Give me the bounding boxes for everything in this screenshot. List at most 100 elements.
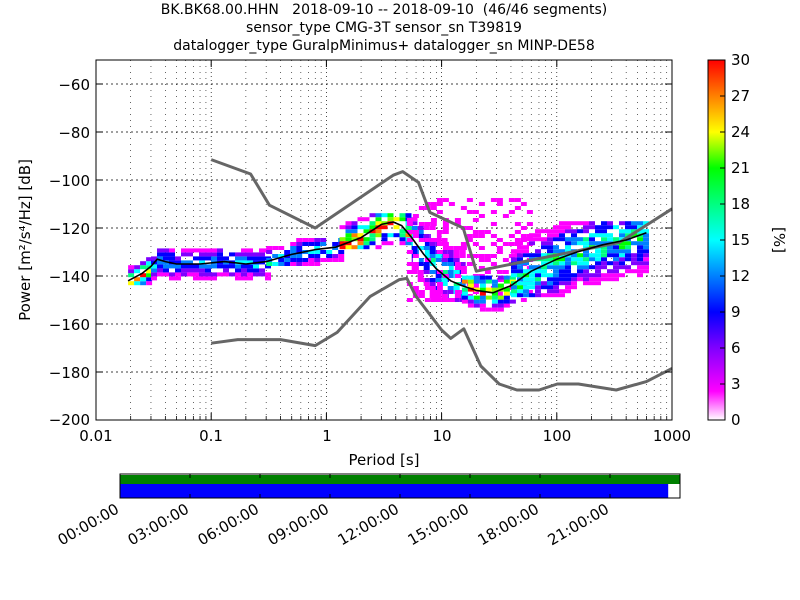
density-cell — [589, 277, 595, 282]
density-cell — [595, 269, 601, 274]
density-cell — [613, 225, 619, 230]
density-cell — [547, 285, 553, 290]
density-cell — [571, 229, 577, 234]
density-cell — [503, 295, 510, 300]
density-cell — [637, 221, 643, 226]
density-cell — [595, 257, 601, 262]
density-cell — [406, 262, 413, 266]
density-cell — [613, 253, 619, 258]
x-tick-label: 0.1 — [199, 427, 223, 445]
density-cell — [517, 293, 523, 298]
density-cell — [399, 229, 406, 234]
density-cell — [553, 281, 559, 286]
density-cell — [565, 261, 571, 266]
density-cell — [134, 281, 141, 286]
density-cell — [387, 241, 394, 246]
density-cell — [490, 210, 497, 214]
density-cell — [583, 273, 589, 278]
density-cell — [547, 241, 553, 246]
density-cell — [454, 262, 461, 266]
density-cell — [399, 237, 406, 242]
density-cell — [607, 269, 613, 274]
density-cell — [643, 269, 649, 274]
density-cell — [619, 221, 625, 226]
density-cell — [211, 276, 217, 281]
density-cell — [535, 269, 541, 274]
density-cell — [497, 303, 504, 308]
density-cell — [541, 229, 547, 234]
density-cell — [290, 258, 297, 262]
colorbar-tick-label: 3 — [731, 375, 741, 393]
density-cell — [565, 245, 571, 250]
density-cell — [508, 242, 515, 246]
density-cell — [302, 262, 309, 266]
density-cell — [565, 241, 571, 246]
density-cell — [423, 278, 430, 282]
x-tick-label: 0.01 — [79, 427, 112, 445]
colorbar-tick-label: 15 — [731, 231, 750, 249]
density-cell — [517, 253, 523, 258]
density-cell — [547, 245, 553, 250]
density-cell — [491, 287, 498, 292]
density-cell — [643, 233, 649, 238]
density-cell — [375, 245, 382, 250]
density-cell — [607, 253, 613, 258]
density-cell — [157, 268, 163, 273]
density-cell — [241, 268, 247, 273]
chart-title-line-1: BK.BK68.00.HHN 2018-09-10 -- 2018-09-10 … — [160, 2, 608, 18]
density-cell — [272, 246, 279, 250]
density-cell — [547, 265, 553, 270]
density-cell — [442, 266, 449, 270]
density-cell — [619, 253, 625, 258]
density-cell — [535, 281, 541, 286]
density-cell — [589, 281, 595, 286]
timeline: 00:00:00 03:00:00 06:00:00 09:00:00 12:0… — [55, 473, 681, 549]
density-cell — [369, 233, 376, 238]
x-tick-label: 10 — [432, 427, 451, 445]
density-cell — [441, 250, 448, 254]
density-cell — [601, 241, 607, 246]
density-cell — [430, 218, 437, 222]
density-cell — [595, 253, 601, 258]
density-cell — [559, 225, 565, 230]
density-cell — [454, 290, 461, 294]
density-cell — [140, 273, 147, 278]
density-cell — [339, 237, 346, 242]
density-cell — [613, 261, 619, 266]
density-cell — [485, 279, 492, 284]
segments-bar — [120, 475, 680, 484]
density-cell — [466, 234, 473, 238]
density-cell — [429, 242, 436, 246]
density-cell — [595, 233, 601, 238]
density-cell — [284, 258, 291, 262]
density-cell — [497, 275, 504, 280]
density-cell — [583, 237, 589, 242]
density-cell — [535, 277, 541, 282]
density-cell — [460, 270, 467, 274]
density-cell — [441, 290, 448, 294]
density-cell — [559, 293, 565, 298]
density-cell — [412, 238, 419, 242]
density-cell — [181, 252, 187, 257]
density-cell — [290, 246, 297, 250]
density-cell — [296, 262, 303, 266]
density-cell — [406, 298, 413, 302]
density-cell — [583, 241, 589, 246]
density-cell — [357, 237, 364, 242]
density-cell — [559, 273, 565, 278]
density-cell — [491, 279, 498, 284]
density-cell — [631, 261, 637, 266]
density-cell — [406, 218, 413, 222]
density-cell — [535, 249, 541, 254]
density-cell — [565, 277, 571, 282]
timeline-tick-label: 03:00:00 — [125, 500, 192, 549]
density-cell — [511, 257, 517, 262]
density-cell — [423, 270, 430, 274]
density-cell — [472, 234, 479, 238]
density-cell — [296, 258, 303, 262]
density-cell — [387, 233, 394, 238]
density-cell — [571, 221, 577, 226]
density-cell — [429, 286, 436, 290]
density-cell — [547, 257, 553, 262]
density-cell — [169, 248, 175, 253]
